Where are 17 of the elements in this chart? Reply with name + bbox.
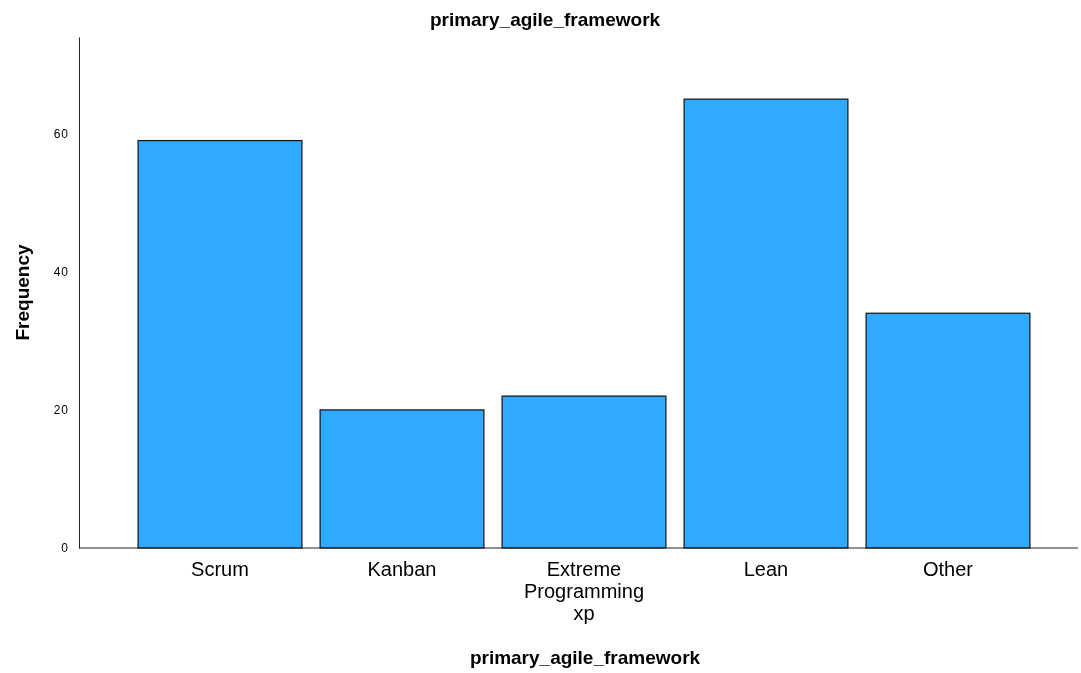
y-tick-label: 40 (53, 265, 69, 280)
y-axis-title: Frequency (12, 244, 33, 341)
y-tick-label: 60 (53, 127, 69, 142)
chart-title: primary_agile_framework (429, 9, 661, 30)
x-tick-label: Extreme Programming xp (523, 558, 645, 624)
bar (501, 395, 667, 549)
bar (683, 98, 849, 549)
bar (319, 409, 485, 549)
y-tick-label: 20 (53, 403, 69, 418)
x-tick-label: Kanban (367, 558, 437, 580)
bar (137, 139, 303, 549)
y-tick-label: 0 (61, 541, 69, 556)
bar (865, 312, 1031, 549)
x-tick-label: Scrum (191, 558, 249, 580)
x-tick-label: Lean (743, 558, 789, 580)
x-tick-label: Other (922, 558, 974, 580)
x-axis-title: primary_agile_framework (469, 647, 701, 668)
